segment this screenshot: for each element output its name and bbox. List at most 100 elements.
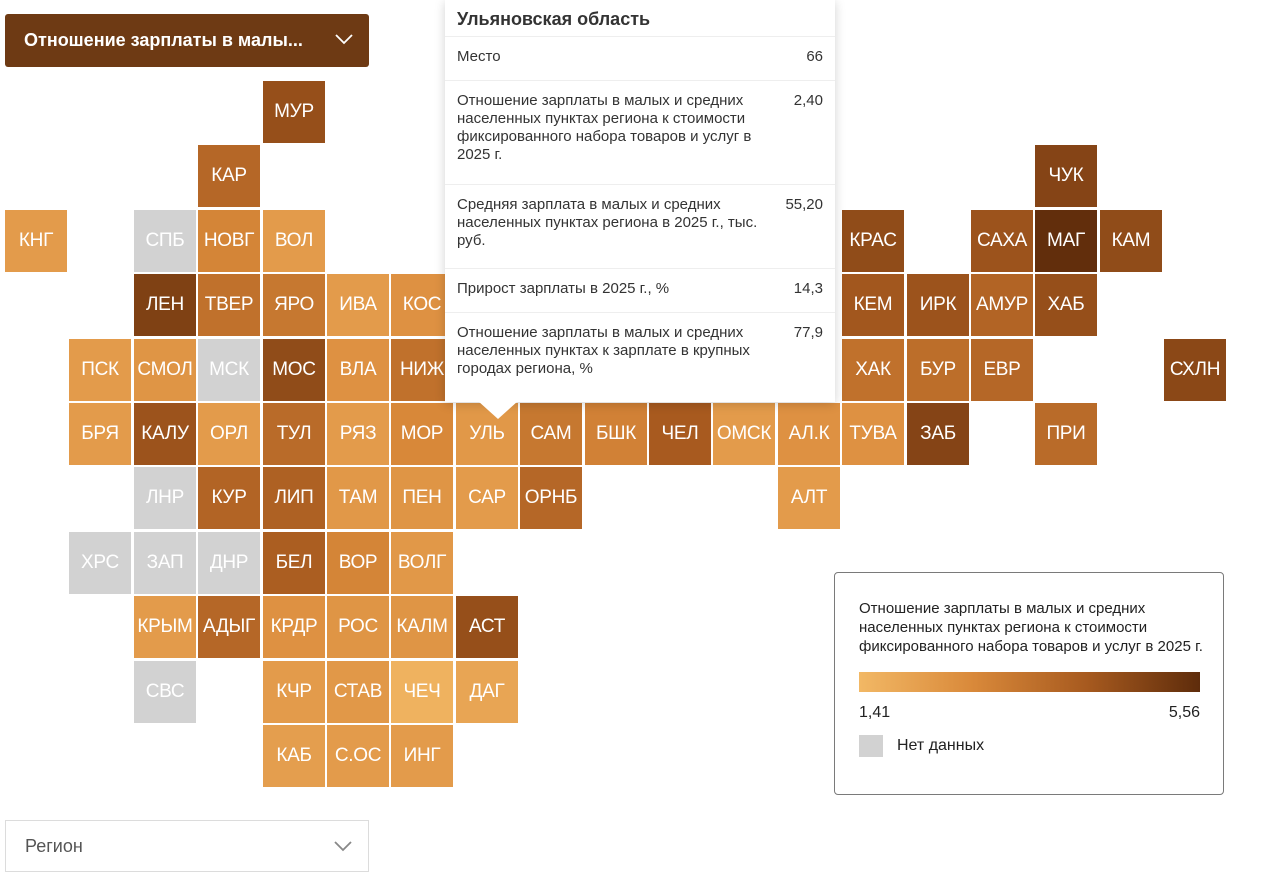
region-tile[interactable]: ТАМ [327,467,389,529]
region-tile[interactable]: ХАБ [1035,274,1097,336]
region-tile[interactable]: МАГ [1035,210,1097,272]
region-tile[interactable]: КЧР [263,661,325,723]
legend-title: Отношение зарплаты в малых и средних нас… [859,600,1203,655]
region-tile[interactable]: ЛНР [134,467,196,529]
legend-max-label: 5,56 [1168,704,1200,721]
region-tile[interactable]: ЗАП [134,532,196,594]
region-tile[interactable]: ДАГ [456,661,518,723]
region-tile[interactable]: БШК [585,403,647,465]
region-tile[interactable]: ТУЛ [263,403,325,465]
region-tile[interactable]: ОРЛ [198,403,260,465]
region-tile[interactable]: ТУВА [842,403,904,465]
region-tile[interactable]: ВОР [327,532,389,594]
region-tile[interactable]: ЧЕЛ [649,403,711,465]
region-tile[interactable]: КАБ [263,725,325,787]
region-tile[interactable]: ТВЕР [198,274,260,336]
region-tile[interactable]: МОР [391,403,453,465]
metric-dropdown[interactable]: Отношение зарплаты в малы... [5,14,369,67]
tooltip-title: Ульяновская область [457,9,651,29]
region-tile[interactable]: ОРНБ [520,467,582,529]
region-tile[interactable]: ЕВР [971,339,1033,401]
region-tile[interactable]: СМОЛ [134,339,196,401]
region-tile[interactable]: АДЫГ [198,596,260,658]
region-tile[interactable]: КЕМ [842,274,904,336]
region-tile[interactable]: РОС [327,596,389,658]
region-tile[interactable]: КРАС [842,210,904,272]
region-tile[interactable]: ЛИП [263,467,325,529]
region-tile[interactable]: ИВА [327,274,389,336]
region-tile[interactable]: ЧЕЧ [391,661,453,723]
region-tile[interactable]: ДНР [198,532,260,594]
region-dropdown[interactable]: Регион [5,820,369,872]
tooltip-row-rank: Место 66 [445,36,835,80]
legend-gradient-bar [859,672,1200,692]
region-tile[interactable]: АЛ.К [778,403,840,465]
tooltip-row-value: 55,20 [785,196,823,213]
region-tile[interactable]: ХАК [842,339,904,401]
region-tile[interactable]: ВЛА [327,339,389,401]
region-tile[interactable]: БЕЛ [263,532,325,594]
legend-range: 1,41 5,56 [859,704,1200,722]
region-dropdown-label: Регион [25,835,83,856]
tooltip-row-value: 77,9 [793,324,823,341]
tooltip-row-label: Место [457,48,501,65]
region-tile[interactable]: АЛТ [778,467,840,529]
region-tile[interactable]: СВС [134,661,196,723]
tooltip-row-ratio: Отношение зарплаты в малых и средних нас… [445,80,835,184]
region-tile[interactable]: НОВГ [198,210,260,272]
tooltip-row-label: Средняя зарплата в малых и средних насел… [457,196,758,249]
region-tile[interactable]: АМУР [971,274,1033,336]
region-tile[interactable]: КАР [198,145,260,207]
region-tile[interactable]: КРЫМ [134,596,196,658]
no-data-swatch [859,735,883,757]
region-tile[interactable]: ЛЕН [134,274,196,336]
region-tile[interactable]: С.ОС [327,725,389,787]
region-tile[interactable]: ЧУК [1035,145,1097,207]
region-tile[interactable]: МОС [263,339,325,401]
region-tile[interactable]: НИЖ [391,339,453,401]
region-tile[interactable]: ОМСК [713,403,775,465]
region-tooltip: Ульяновская область Место 66 Отношение з… [445,0,835,419]
region-tile[interactable]: ПРИ [1035,403,1097,465]
region-tile[interactable]: МУР [263,81,325,143]
region-tile[interactable]: КАЛМ [391,596,453,658]
tooltip-pointer [478,401,518,419]
region-tile[interactable]: АСТ [456,596,518,658]
tooltip-row-label: Отношение зарплаты в малых и средних нас… [457,324,750,377]
region-tile[interactable]: СПБ [134,210,196,272]
chevron-down-icon [334,841,352,852]
region-tile[interactable]: ИНГ [391,725,453,787]
region-tile[interactable]: КОС [391,274,453,336]
region-tile[interactable]: ПЕН [391,467,453,529]
tooltip-row-growth: Прирост зарплаты в 2025 г., % 14,3 [445,268,835,312]
region-tile[interactable]: ЗАБ [907,403,969,465]
region-tile[interactable]: СХЛН [1164,339,1226,401]
region-tile[interactable]: САР [456,467,518,529]
region-tile[interactable]: КРДР [263,596,325,658]
region-tile[interactable]: КУР [198,467,260,529]
region-tile[interactable]: ВОЛГ [391,532,453,594]
region-tile[interactable]: САХА [971,210,1033,272]
no-data-label: Нет данных [897,737,985,754]
region-tile[interactable]: САМ [520,403,582,465]
region-tile[interactable]: РЯЗ [327,403,389,465]
tooltip-row-label: Отношение зарплаты в малых и средних нас… [457,92,752,163]
region-tile[interactable]: КАМ [1100,210,1162,272]
legend-min-label: 1,41 [859,704,891,721]
region-tile[interactable]: БУР [907,339,969,401]
region-tile[interactable]: ВОЛ [263,210,325,272]
region-tile[interactable]: МСК [198,339,260,401]
region-tile[interactable]: ЯРО [263,274,325,336]
region-tile[interactable]: КАЛУ [134,403,196,465]
region-tile[interactable]: ИРК [907,274,969,336]
region-tile[interactable]: БРЯ [69,403,131,465]
region-tile[interactable]: КНГ [5,210,67,272]
color-legend: Отношение зарплаты в малых и средних нас… [834,572,1224,795]
region-tile[interactable]: СТАВ [327,661,389,723]
tooltip-row-share: Отношение зарплаты в малых и средних нас… [445,312,835,402]
region-tile[interactable]: ХРС [69,532,131,594]
tooltip-row-salary: Средняя зарплата в малых и средних насел… [445,184,835,268]
legend-no-data: Нет данных [859,735,1199,757]
region-tile[interactable]: ПСК [69,339,131,401]
